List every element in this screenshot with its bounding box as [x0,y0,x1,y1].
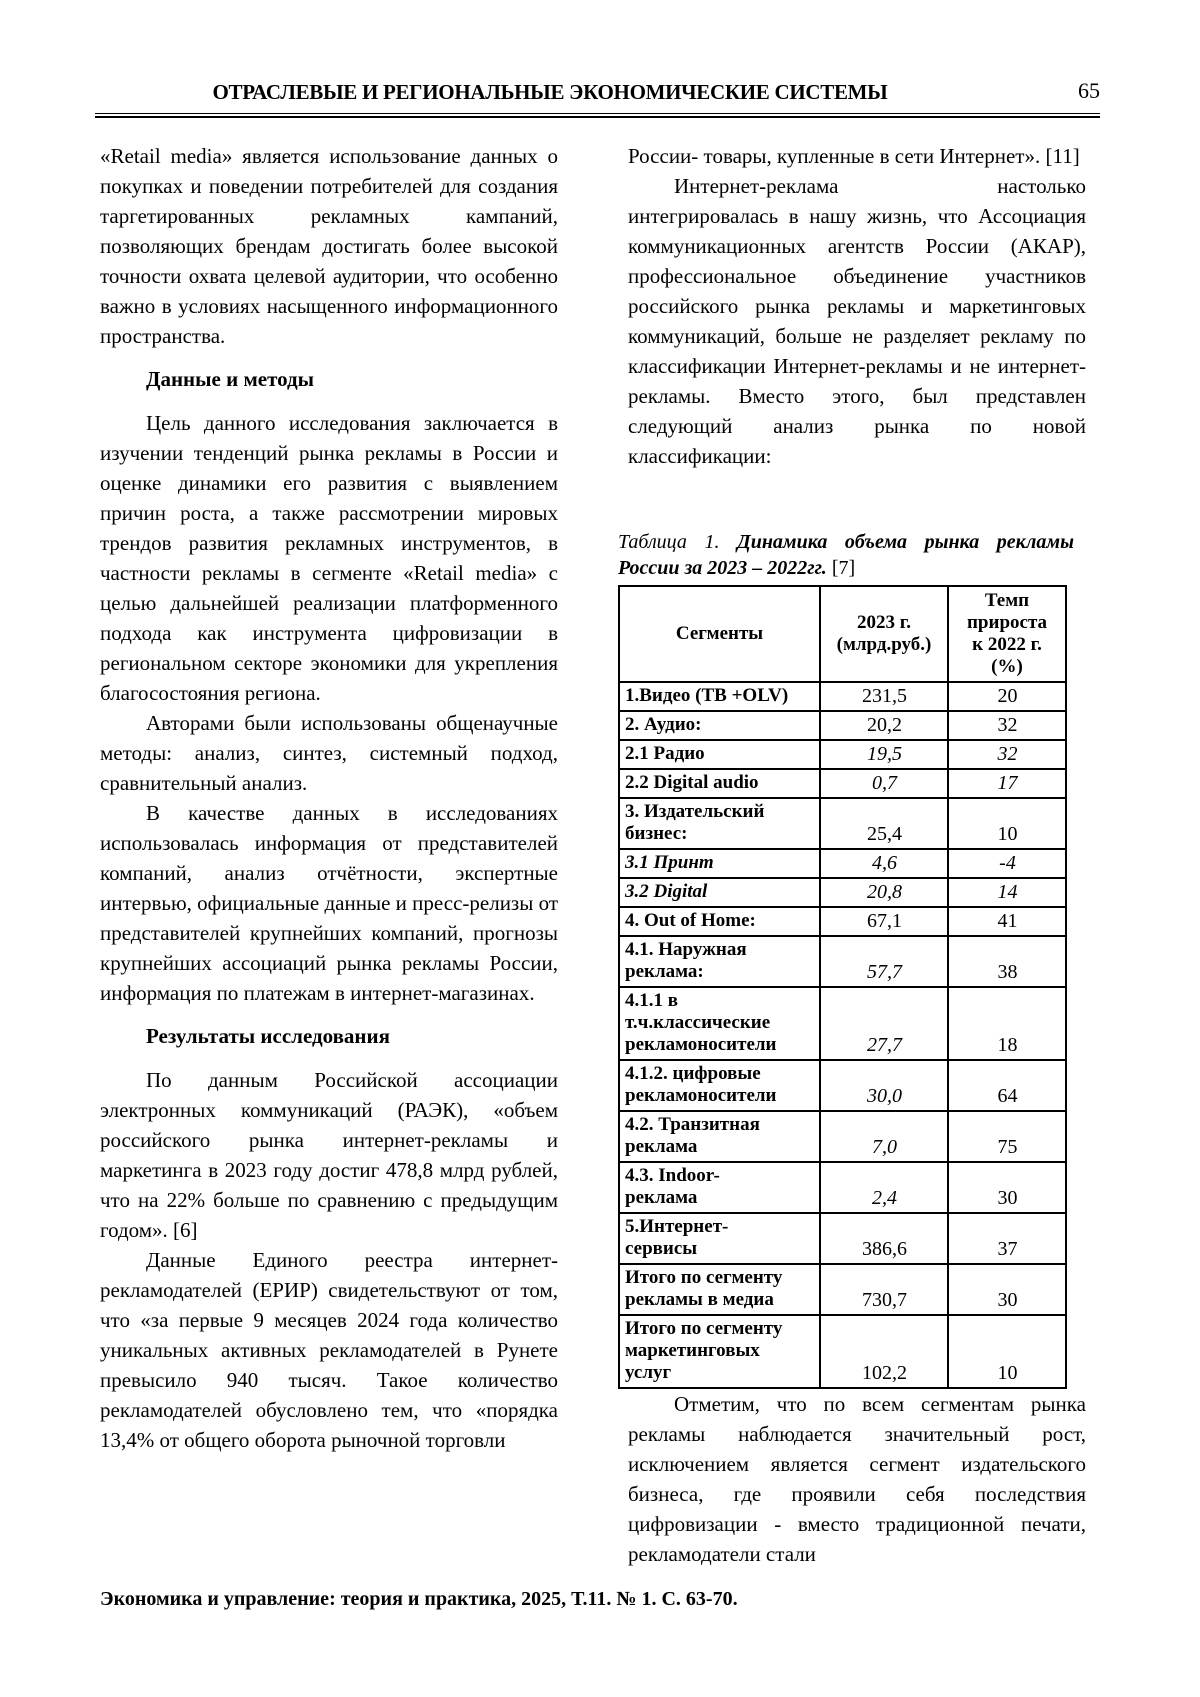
paragraph-akar: Интернет-реклама настолько интегрировала… [628,174,1086,468]
growth-rate-cell: 30 [947,1161,1067,1214]
growth-rate-cell: 64 [947,1059,1067,1112]
paragraph-goal: Цель данного исследования заключается в … [100,411,558,705]
growth-rate-cell: 32 [947,710,1067,741]
growth-rate-cell: 10 [947,797,1067,850]
running-head-title: ОТРАСЛЕВЫЕ И РЕГИОНАЛЬНЫЕ ЭКОНОМИЧЕСКИЕ … [212,80,888,104]
table-caption-reference: [7] [831,557,856,579]
table-row: 4.3. Indoor- реклама 2,4 30 [618,1161,1067,1214]
table-row: Итого по сегменту рекламы в медиа 730,7 30 [618,1263,1067,1316]
table-row: 5.Интернет- сервисы 386,6 37 [618,1212,1067,1265]
segment-cell: 2. Аудио: [618,710,821,741]
value-2023-cell: 7,0 [819,1110,949,1163]
table-row: Итого по сегменту маркетинговых услуг 102… [618,1314,1067,1389]
growth-rate-cell: 75 [947,1110,1067,1163]
segment-cell: 4.3. Indoor- реклама [618,1161,821,1214]
growth-rate-cell: 37 [947,1212,1067,1265]
value-2023-cell: 30,0 [819,1059,949,1112]
value-2023-cell: 57,7 [819,935,949,988]
paragraph-retail-media: «Retail media» является использование да… [100,144,558,348]
value-2023-cell: 231,5 [819,681,949,712]
value-2023-cell: 2,4 [819,1161,949,1214]
table-row: 4.1. Наружная реклама: 57,7 38 [618,935,1067,988]
segment-cell: 3.1 Принт [618,848,821,879]
paragraph-conclusion: Отметим, что по всем сегментам рынка рек… [628,1392,1086,1566]
segments-table-body: 1.Видео (ТВ +OLV) 231,5 20 2. Аудио: 20,2 32 2… [618,681,1067,1389]
value-2023-cell: 25,4 [819,797,949,850]
table-row: 3. Издательский бизнес: 25,4 10 [618,797,1067,850]
table-row: 2. Аудио: 20,2 32 [618,710,1067,741]
table-caption: Таблица 1. Динамика объема рынка рекламы… [618,529,1074,581]
growth-rate-cell: 17 [947,768,1067,799]
growth-rate-cell: 14 [947,877,1067,908]
paragraph-erir: Данные Единого реестра интернет-рекламод… [100,1248,558,1452]
paragraph-data-sources: В качестве данных в исследованиях исполь… [100,801,558,1005]
growth-rate-cell: 38 [947,935,1067,988]
table-row: 4.2. Транзитная реклама 7,0 75 [618,1110,1067,1163]
table-row: 3.1 Принт 4,6 -4 [618,848,1067,879]
growth-rate-cell: 18 [947,986,1067,1061]
journal-footer: Экономика и управление: теория и практик… [100,1588,738,1610]
value-2023-cell: 4,6 [819,848,949,879]
table-row: 4.1.2. цифровые рекламоносители 30,0 64 [618,1059,1067,1112]
running-head: ОТРАСЛЕВЫЕ И РЕГИОНАЛЬНЫЕ ЭКОНОМИЧЕСКИЕ … [95,78,1100,110]
value-2023-cell: 20,8 [819,877,949,908]
growth-rate-cell: 30 [947,1263,1067,1316]
section-heading-results: Результаты исследования [146,1024,390,1048]
segments-table: Сегменты 2023 г. (млрд.руб.) Темп прирос… [618,585,1067,1389]
table-row: 3.2 Digital 20,8 14 [618,877,1067,908]
growth-rate-cell: 41 [947,906,1067,937]
segment-cell: Итого по сегменту рекламы в медиа [618,1263,821,1316]
segment-cell: 4.1.1 в т.ч.классические рекламоносители [618,986,821,1061]
paragraph-internet-goods: России- товары, купленные в сети Интерне… [628,144,1080,168]
segment-cell: 2.1 Радио [618,739,821,770]
value-2023-cell: 730,7 [819,1263,949,1316]
growth-rate-cell: 20 [947,681,1067,712]
segment-cell: 4.1.2. цифровые рекламоносители [618,1059,821,1112]
section-heading-data-methods: Данные и методы [146,367,315,391]
segment-cell: 5.Интернет- сервисы [618,1212,821,1265]
segment-cell: 3. Издательский бизнес: [618,797,821,850]
value-2023-cell: 67,1 [819,906,949,937]
table-row: 1.Видео (ТВ +OLV) 231,5 20 [618,681,1067,712]
growth-rate-cell: -4 [947,848,1067,879]
table-row: 4.1.1 в т.ч.классические рекламоносители… [618,986,1067,1061]
segments-table-head: Сегменты 2023 г. (млрд.руб.) Темп прирос… [618,585,1067,683]
paragraph-methods: Авторами были использованы общенаучные м… [100,711,558,795]
table-row: 2.2 Digital audio 0,7 17 [618,768,1067,799]
table-row: 4. Out of Home: 67,1 41 [618,906,1067,937]
page-number: 65 [1078,78,1100,103]
value-2023-cell: 102,2 [819,1314,949,1389]
value-2023-cell: 20,2 [819,710,949,741]
header-rule [95,113,1100,118]
segment-cell: 3.2 Digital [618,877,821,908]
value-2023-cell: 19,5 [819,739,949,770]
value-2023-cell: 0,7 [819,768,949,799]
table-caption-label: Таблица 1. [618,531,720,553]
value-2023-cell: 386,6 [819,1212,949,1265]
segment-cell: 4. Out of Home: [618,906,821,937]
header-cell-growth: Темп прироста к 2022 г. (%) [947,585,1067,683]
segment-cell: 1.Видео (ТВ +OLV) [618,681,821,712]
header-cell-2023: 2023 г. (млрд.руб.) [819,585,949,683]
table-row: 2.1 Радио 19,5 32 [618,739,1067,770]
table-header-row: Сегменты 2023 г. (млрд.руб.) Темп прирос… [618,585,1067,683]
segment-cell: 4.1. Наружная реклама: [618,935,821,988]
segment-cell: Итого по сегменту маркетинговых услуг [618,1314,821,1389]
header-cell-segments: Сегменты [618,585,821,683]
value-2023-cell: 27,7 [819,986,949,1061]
segment-cell: 4.2. Транзитная реклама [618,1110,821,1163]
right-column: России- товары, купленные в сети Интерне… [618,141,1086,1569]
paragraph-raek: По данным Российской ассоциации электрон… [100,1068,558,1242]
growth-rate-cell: 32 [947,739,1067,770]
left-column: «Retail media» является использование да… [100,141,558,1455]
growth-rate-cell: 10 [947,1314,1067,1389]
table-caption-title: Динамика объема рынка рекламы России за … [618,531,1074,579]
segment-cell: 2.2 Digital audio [618,768,821,799]
